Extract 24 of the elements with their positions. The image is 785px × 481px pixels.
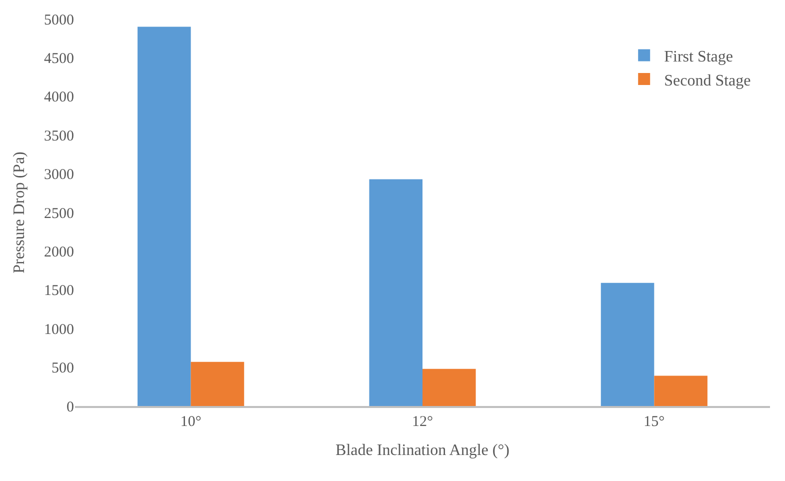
y-tick-label: 1000 [44, 322, 74, 338]
y-tick-label: 4500 [44, 50, 74, 67]
bar [190, 362, 244, 406]
y-tick-label: 2500 [44, 206, 74, 222]
y-tick-label: 1500 [44, 283, 74, 300]
y-tick-label: 3500 [44, 128, 74, 144]
bar [422, 368, 476, 406]
y-tick-label: 5000 [44, 12, 74, 28]
x-tick-label: 10° [180, 414, 202, 430]
y-tick-label: 4000 [44, 90, 74, 106]
y-tick-label: 3000 [44, 167, 74, 184]
x-axis-title: Blade Inclination Angle (°) [336, 442, 510, 460]
bar [600, 282, 654, 406]
legend-label: Second Stage [664, 72, 751, 90]
bar [369, 179, 422, 406]
x-tick-label: 15° [644, 414, 665, 430]
y-tick-label: 500 [52, 360, 74, 377]
y-tick-label: 0 [66, 399, 74, 416]
y-axis-title: Pressure Drop (Pa) [10, 152, 28, 274]
bar [654, 376, 708, 406]
legend-label: First Stage [664, 48, 733, 66]
bar [138, 26, 191, 406]
x-tick-label: 12° [412, 414, 433, 430]
y-tick-label: 2000 [44, 244, 74, 260]
